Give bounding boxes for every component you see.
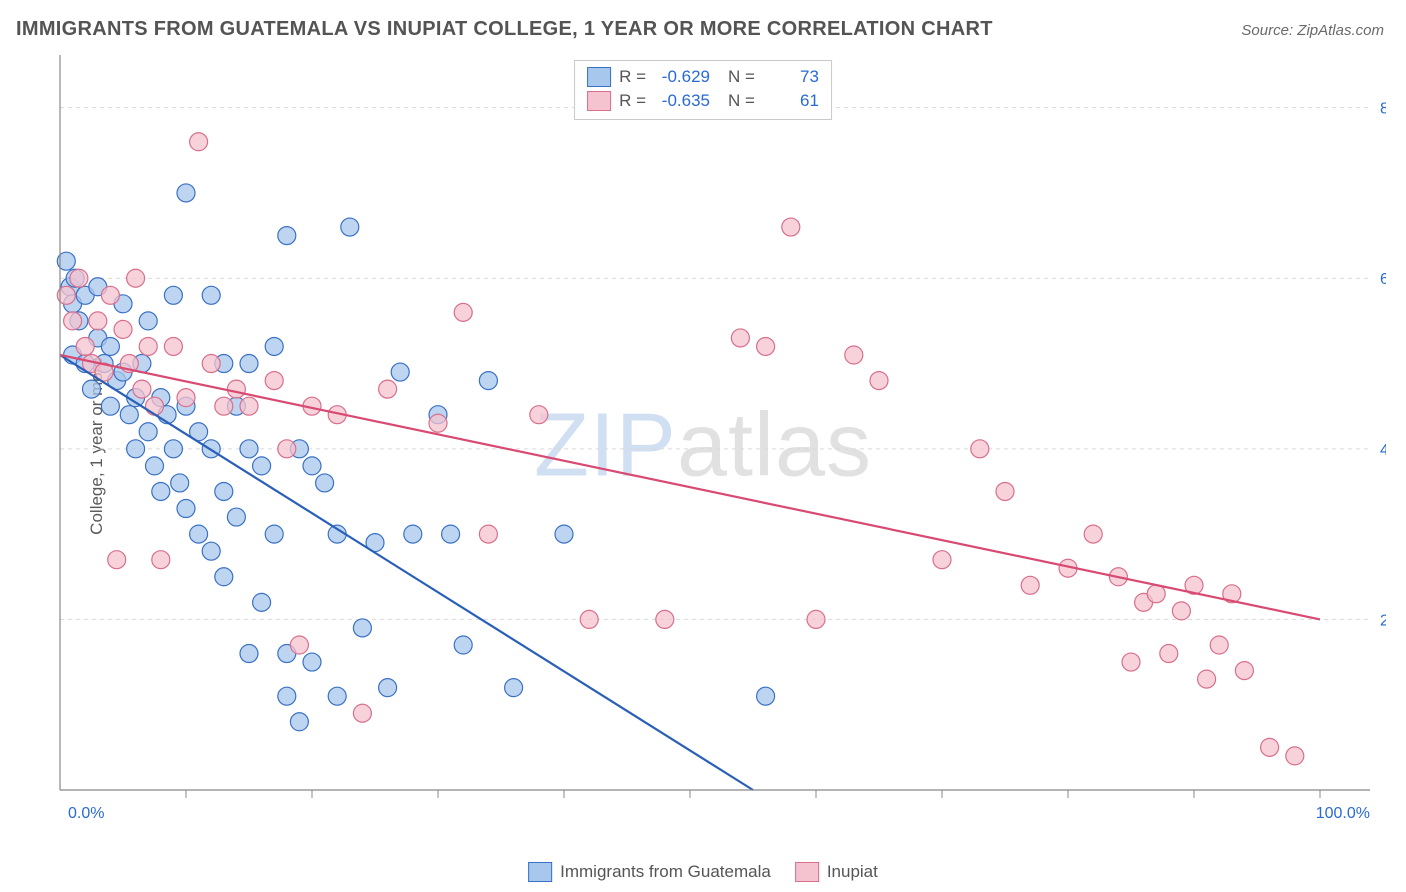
n-label: N = [728, 91, 755, 111]
svg-text:80.0%: 80.0% [1380, 101, 1386, 118]
svg-text:0.0%: 0.0% [68, 805, 104, 822]
axis-layer [60, 55, 1370, 790]
trend-layer [60, 355, 1320, 790]
scatter-plot: 20.0% 40.0% 60.0% 80.0% 0.0% 100.0% [50, 55, 1386, 845]
bottom-legend: Immigrants from Guatemala Inupiat [528, 862, 878, 882]
swatch-inupiat [587, 91, 611, 111]
svg-text:40.0%: 40.0% [1380, 442, 1386, 459]
stats-legend-box: R = -0.629 N = 73 R = -0.635 N = 61 [574, 60, 832, 120]
svg-text:60.0%: 60.0% [1380, 271, 1386, 288]
legend-label-inupiat: Inupiat [827, 862, 878, 882]
n-value-inupiat: 61 [763, 91, 819, 111]
swatch-guatemala [587, 67, 611, 87]
r-value-inupiat: -0.635 [654, 91, 710, 111]
source-label: Source: [1241, 22, 1293, 39]
swatch-guatemala [528, 862, 552, 882]
stats-row-guatemala: R = -0.629 N = 73 [587, 65, 819, 89]
chart-title: IMMIGRANTS FROM GUATEMALA VS INUPIAT COL… [16, 18, 993, 41]
source-attribution: Source: ZipAtlas.com [1241, 22, 1384, 39]
r-label: R = [619, 67, 646, 87]
legend-item-guatemala: Immigrants from Guatemala [528, 862, 771, 882]
swatch-inupiat [795, 862, 819, 882]
r-value-guatemala: -0.629 [654, 67, 710, 87]
r-label: R = [619, 91, 646, 111]
svg-text:100.0%: 100.0% [1316, 805, 1370, 822]
stats-row-inupiat: R = -0.635 N = 61 [587, 89, 819, 113]
legend-item-inupiat: Inupiat [795, 862, 878, 882]
n-label: N = [728, 67, 755, 87]
chart-container: IMMIGRANTS FROM GUATEMALA VS INUPIAT COL… [0, 0, 1406, 892]
source-value: ZipAtlas.com [1297, 22, 1384, 39]
n-value-guatemala: 73 [763, 67, 819, 87]
legend-label-guatemala: Immigrants from Guatemala [560, 862, 771, 882]
svg-text:20.0%: 20.0% [1380, 612, 1386, 629]
